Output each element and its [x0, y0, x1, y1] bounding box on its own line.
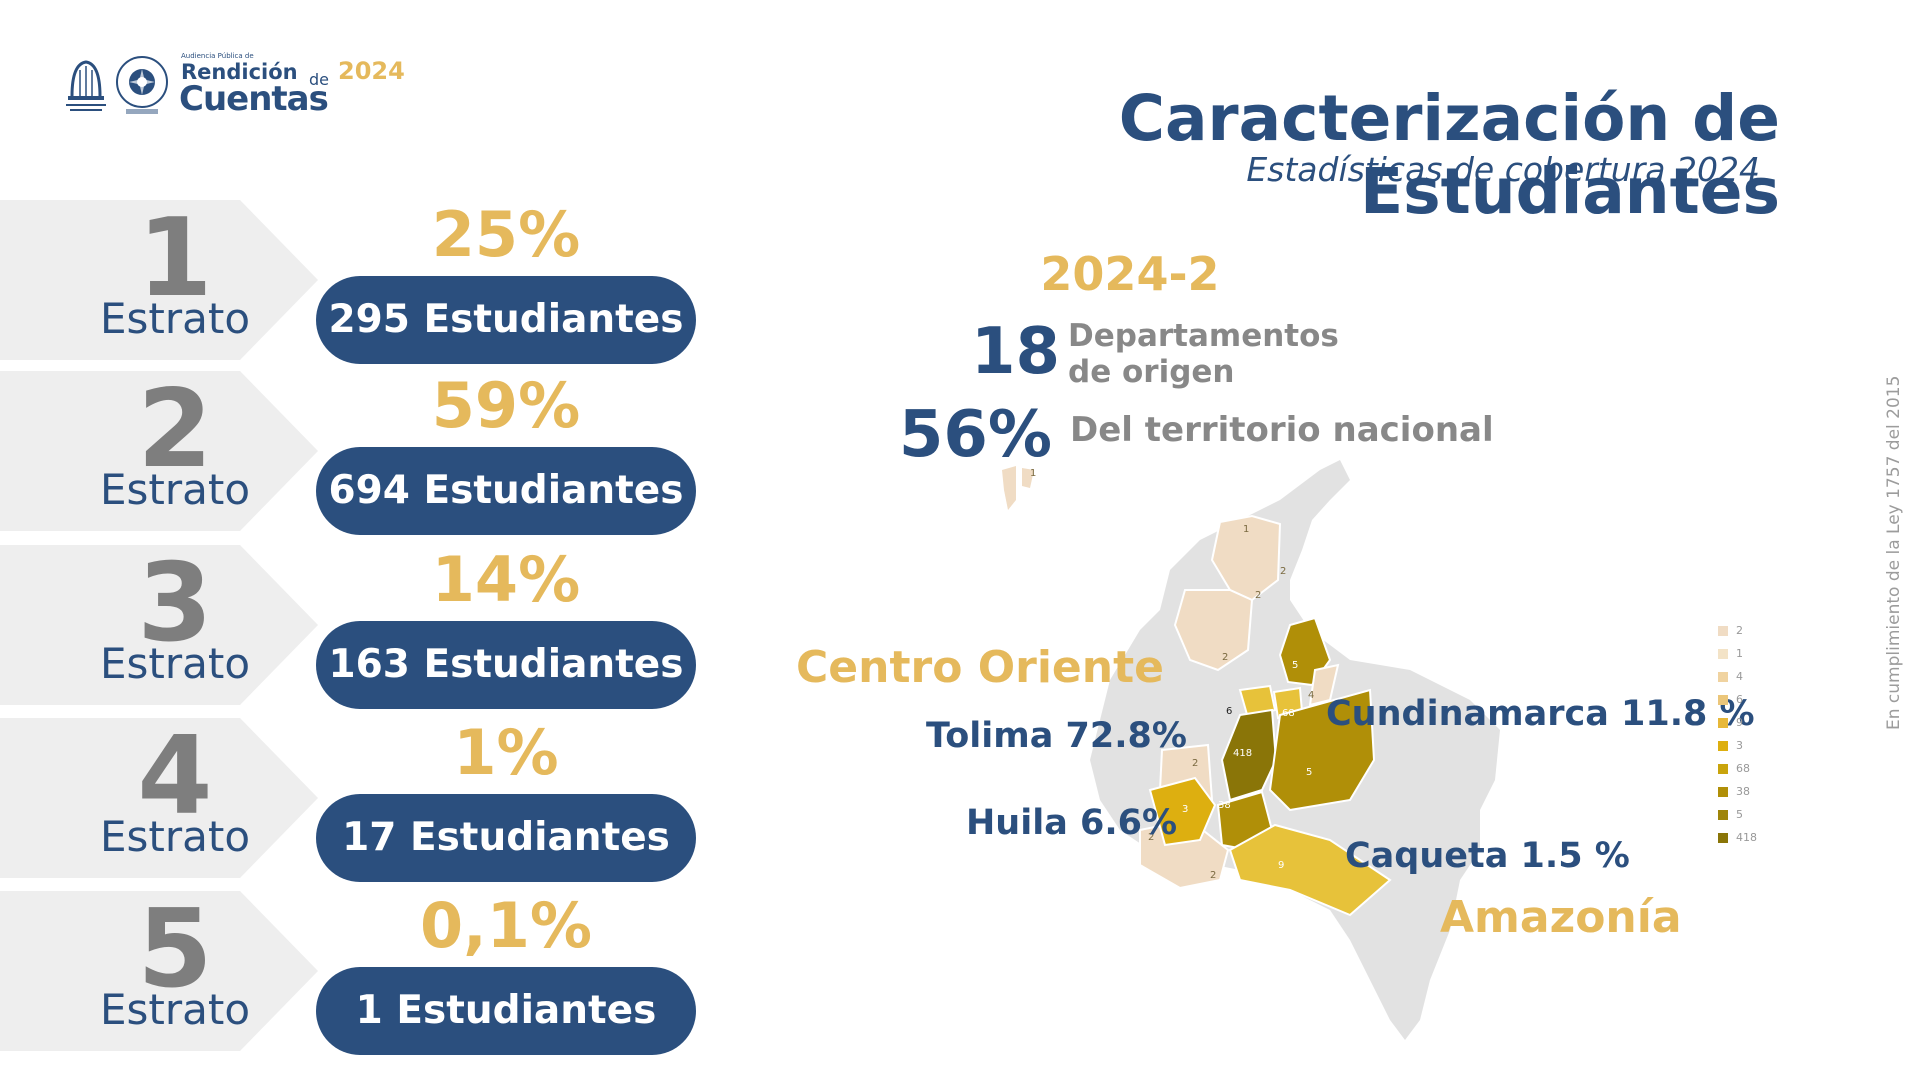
estrato-students-pill: 1 Estudiantes [316, 967, 696, 1055]
estrato-percent: 14% [431, 543, 581, 616]
map-value: 2 [1222, 652, 1228, 663]
estrato-number: 3 [137, 541, 213, 666]
legend-item: 68 [1718, 762, 1778, 782]
seal-logo [116, 56, 168, 114]
legend-item: 2 [1718, 624, 1778, 644]
legend-item: 6 [1718, 693, 1778, 713]
map-values: 1 1 2 2 2 5 4 6 68 418 2 5 3 38 2 2 9 [1030, 468, 1314, 881]
estrato-students-pill: 295 Estudiantes [316, 276, 696, 364]
map-region-providencia [1022, 468, 1034, 488]
map-value: 1 [1243, 524, 1249, 535]
map-value: 68 [1282, 708, 1295, 719]
departments-label-1: Departamentos [1068, 318, 1339, 354]
map-region-san-andres [1002, 466, 1016, 510]
legend-item: 4 [1718, 670, 1778, 690]
map-value: 5 [1306, 767, 1312, 778]
map-value: 2 [1210, 870, 1216, 881]
estrato-arrow-shape [0, 545, 318, 705]
page-title: Caracterización de Estudiantes [1118, 82, 1780, 228]
estrato-arrow-shape [0, 891, 318, 1051]
dept-tolima-label: Tolima 72.8% [926, 716, 1187, 756]
estrato-percent: 25% [431, 198, 581, 271]
dept-caqueta-label: Caqueta 1.5 % [1345, 836, 1630, 876]
estrato-number: 2 [137, 367, 213, 492]
colombia-map: 1 1 2 2 2 5 4 6 68 418 2 5 3 38 2 2 9 [1002, 460, 1500, 1040]
map-value: 5 [1292, 660, 1298, 671]
legend-item: 1 [1718, 647, 1778, 667]
map-value: 1 [1030, 468, 1036, 479]
estrato-arrow-shape [0, 718, 318, 878]
page-subtitle: Estadísticas de cobertura 2024 [1246, 150, 1760, 189]
region-centro-oriente: Centro Oriente [796, 642, 1164, 693]
estrato-arrow-shape [0, 200, 318, 360]
map-value: 2 [1255, 590, 1261, 601]
logo-de: de [309, 70, 329, 89]
side-note-text: En cumplimiento de la Ley 1757 del 2015 [1884, 375, 1904, 730]
map-value: 2 [1280, 566, 1286, 577]
logos-area: Audiencia Pública de Rendición de Cuenta… [62, 52, 405, 122]
estrato-label: Estrato [99, 812, 251, 861]
map-region-meta [1268, 688, 1376, 812]
estrato-row: 4 Estrato 1% 17 Estudiantes [0, 714, 700, 882]
map-value: 6 [1226, 706, 1232, 717]
map-value: 9 [1278, 860, 1284, 871]
conservatorio-logo [66, 60, 106, 111]
estrato-number: 4 [137, 714, 213, 839]
map-value: 38 [1218, 800, 1231, 811]
estrato-row: 5 Estrato 0,1% 1 Estudiantes [0, 887, 700, 1055]
legend-item: 5 [1718, 808, 1778, 828]
estrato-number: 5 [137, 887, 213, 1012]
legend-item: 3 [1718, 739, 1778, 759]
map-region-boyaca [1308, 663, 1340, 707]
estrato-row: 2 Estrato 59% 694 Estudiantes [0, 367, 700, 535]
estrato-students-pill: 694 Estudiantes [316, 447, 696, 535]
map-region-cauca [1148, 776, 1217, 847]
map-region-tolima [1220, 708, 1278, 802]
period-label: 2024-2 [1040, 247, 1220, 301]
estrato-percent: 1% [453, 716, 559, 789]
departments-label-2: de origen [1068, 354, 1235, 390]
territory-label: Del territorio nacional [1070, 410, 1494, 450]
dept-cundinamarca-label: Cundinamarca 11.8 % [1326, 694, 1755, 734]
territory-value: 56% [898, 398, 1052, 472]
estrato-row: 1 Estrato 25% 295 Estudiantes [0, 196, 700, 364]
logo-line1: Rendición [181, 60, 298, 84]
departments-value: 18 [970, 315, 1060, 389]
logo-caption: Audiencia Pública de [181, 52, 254, 60]
estrato-students-pill: 163 Estudiantes [316, 621, 696, 709]
side-note: En cumplimiento de la Ley 1757 del 2015 [1880, 376, 1910, 730]
estrato-label: Estrato [99, 294, 251, 343]
map-value: 2 [1148, 832, 1154, 843]
estrato-arrow-shape [0, 371, 318, 531]
legend-item: 418 [1718, 831, 1778, 851]
map-value: 2 [1192, 758, 1198, 769]
estrato-students-pill: 17 Estudiantes [316, 794, 696, 882]
legend-item: 9 [1718, 716, 1778, 736]
estrato-label: Estrato [99, 639, 251, 688]
dept-huila-label: Huila 6.6% [966, 803, 1178, 843]
map-value: 4 [1308, 690, 1314, 701]
map-region-antioquia [1173, 589, 1254, 672]
map-value: 418 [1233, 748, 1252, 759]
map-region-caribe [1210, 514, 1282, 602]
region-amazonia: Amazonía [1440, 892, 1682, 943]
map-region-caqueta [1228, 823, 1392, 917]
logo-year: 2024 [338, 57, 405, 85]
estrato-label: Estrato [99, 985, 251, 1034]
estrato-percent: 0,1% [420, 889, 592, 962]
estrato-percent: 59% [431, 369, 581, 442]
estrato-label: Estrato [99, 465, 251, 514]
estrato-number: 1 [137, 196, 213, 321]
legend-item: 38 [1718, 785, 1778, 805]
logo-line2: Cuentas [179, 79, 329, 119]
map-value: 3 [1182, 804, 1188, 815]
estrato-row: 3 Estrato 14% 163 Estudiantes [0, 541, 700, 709]
